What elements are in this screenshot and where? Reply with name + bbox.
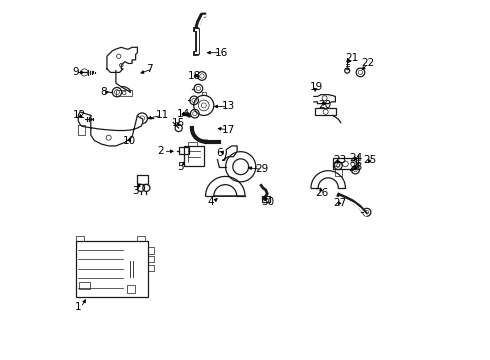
Text: 13: 13 (221, 102, 235, 112)
Bar (137, 175, 148, 184)
Text: 1: 1 (74, 302, 81, 312)
Text: 30: 30 (261, 197, 274, 207)
Bar (79, 282, 90, 289)
Bar (148, 256, 153, 262)
Bar (262, 196, 270, 202)
Bar (184, 146, 204, 166)
Text: 25: 25 (364, 155, 377, 165)
Text: 10: 10 (123, 136, 136, 145)
Text: 20: 20 (318, 100, 332, 110)
Text: 5: 5 (177, 162, 183, 172)
Text: 18: 18 (188, 71, 201, 81)
Text: 6: 6 (216, 148, 223, 158)
Text: 4: 4 (207, 197, 214, 207)
Text: 16: 16 (215, 48, 228, 58)
Text: 8: 8 (100, 87, 106, 97)
Bar (76, 235, 84, 241)
Text: 19: 19 (310, 82, 323, 92)
Text: 26: 26 (315, 188, 328, 198)
Bar (202, 93, 205, 95)
Text: 23: 23 (333, 155, 346, 165)
Text: 28: 28 (349, 162, 362, 172)
Bar (137, 235, 145, 241)
Bar (148, 247, 153, 253)
Bar (76, 241, 148, 297)
Bar (333, 158, 356, 169)
Text: 24: 24 (349, 153, 362, 163)
Bar (148, 265, 153, 271)
Text: 15: 15 (172, 118, 185, 128)
Text: 9: 9 (73, 67, 79, 77)
Bar (315, 108, 337, 116)
Bar (335, 169, 342, 176)
Text: 7: 7 (147, 64, 153, 74)
Text: 21: 21 (345, 53, 359, 63)
Text: 27: 27 (333, 198, 346, 208)
Bar (188, 141, 196, 146)
Text: 14: 14 (177, 109, 190, 119)
Text: 12: 12 (73, 111, 86, 121)
Text: 2: 2 (157, 146, 164, 156)
Text: 22: 22 (362, 58, 375, 68)
Bar (78, 125, 85, 135)
Text: 11: 11 (155, 111, 169, 121)
Text: 3: 3 (132, 186, 139, 196)
Text: 29: 29 (255, 164, 269, 174)
Bar (179, 147, 190, 154)
Bar (126, 285, 135, 293)
Polygon shape (78, 112, 143, 146)
Bar (116, 90, 132, 96)
Text: 17: 17 (221, 125, 235, 135)
